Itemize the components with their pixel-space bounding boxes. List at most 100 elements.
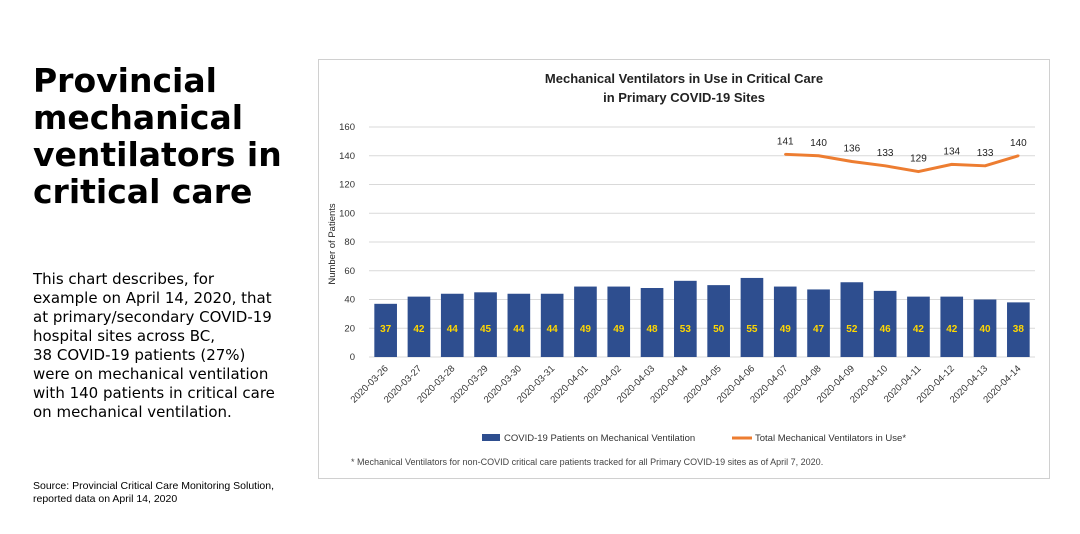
- bar: [707, 285, 730, 357]
- bar-series: [374, 277, 1030, 357]
- bar-data-label: 48: [646, 324, 658, 335]
- description-line: example on April 14, 2020, that: [33, 289, 272, 307]
- description-line: 38 COVID-19 patients (27%): [33, 346, 246, 364]
- y-tick-label: 40: [344, 295, 355, 306]
- line-point: [917, 170, 920, 173]
- bar: [374, 303, 397, 357]
- slide-description: This chart describes, for example on Apr…: [33, 270, 303, 422]
- bar-data-label: 44: [547, 324, 559, 335]
- bar-data-labels: 37 42 44 45 44 44 49 49 48 53 50 55 49 47 52 46 42 42 40 38: [380, 324, 1024, 335]
- y-tick-label: 0: [350, 352, 355, 363]
- chart-title-line-1: Mechanical Ventilators in Use in Critica…: [545, 71, 823, 86]
- bar: [940, 296, 964, 357]
- legend: COVID-19 Patients on Mechanical Ventilat…: [482, 433, 906, 444]
- line-data-label: 140: [1010, 138, 1027, 149]
- bar: [1007, 302, 1030, 357]
- bar-data-label: 49: [613, 324, 625, 335]
- description-line: This chart describes, for: [33, 270, 215, 288]
- bar-data-label: 45: [480, 324, 492, 335]
- y-axis-label: Number of Patients: [327, 203, 338, 285]
- source-line: reported data on April 14, 2020: [33, 493, 178, 505]
- bar: [474, 292, 497, 357]
- line-point: [983, 164, 987, 168]
- description-line: on mechanical ventilation.: [33, 403, 232, 421]
- bar: [973, 299, 997, 357]
- slide-title-line: critical care: [33, 172, 253, 211]
- bar-data-label: 47: [813, 324, 825, 335]
- bar-data-label: 37: [380, 324, 392, 335]
- bar-data-label: 49: [780, 324, 792, 335]
- bar: [840, 282, 864, 357]
- y-tick-labels: 0 20 40 60 80 100 120 140 160: [339, 122, 355, 363]
- y-tick-label: 120: [339, 180, 355, 191]
- x-tick-labels: 2020-03-262020-03-272020-03-282020-03-29…: [349, 363, 1024, 405]
- slide-title: Provincial mechanical ventilators in cri…: [33, 62, 303, 210]
- bar: [407, 296, 431, 357]
- line-data-label: 136: [844, 144, 861, 155]
- bar-data-label: 40: [979, 324, 991, 335]
- bar-data-label: 53: [680, 324, 692, 335]
- bar: [574, 286, 597, 357]
- slide-title-line: mechanical: [33, 98, 244, 137]
- chart-title-line-2: in Primary COVID-19 Sites: [603, 90, 765, 105]
- line-data-label: 134: [943, 146, 960, 157]
- bar: [907, 296, 930, 357]
- description-line: at primary/secondary COVID-19: [33, 308, 272, 326]
- legend-label-line: Total Mechanical Ventilators in Use*: [755, 433, 906, 444]
- line-point: [784, 153, 787, 156]
- slide-title-line: ventilators in: [33, 135, 282, 174]
- y-tick-label: 80: [344, 237, 355, 248]
- y-tick-label: 100: [339, 208, 355, 219]
- line-series: [784, 152, 1020, 174]
- source-line: Source: Provincial Critical Care Monitor…: [33, 480, 275, 492]
- line-point: [850, 160, 854, 163]
- bar-data-label: 49: [580, 324, 592, 335]
- gridlines: [369, 126, 1035, 358]
- line-data-labels: 141 140 136 133 129 134 133 140: [777, 136, 1027, 164]
- source-note: Source: Provincial Critical Care Monitor…: [33, 480, 293, 506]
- bar: [507, 293, 531, 357]
- line-data-label: 129: [910, 154, 927, 165]
- description-line: hospital sites across BC,: [33, 327, 215, 345]
- bar-data-label: 46: [880, 324, 892, 335]
- bar: [640, 288, 664, 357]
- line-data-label: 133: [977, 148, 994, 159]
- line-path: [785, 152, 1019, 174]
- line-point: [883, 164, 887, 168]
- description-line: were on mechanical ventilation: [33, 365, 269, 383]
- line-point: [817, 154, 820, 157]
- bar: [807, 289, 830, 357]
- bar-data-label: 55: [746, 324, 758, 335]
- y-tick-label: 140: [339, 151, 355, 162]
- y-tick-label: 60: [344, 266, 355, 277]
- bar-data-label: 42: [413, 324, 425, 335]
- bar: [873, 290, 897, 357]
- bar-data-label: 44: [513, 324, 525, 335]
- bar: [607, 286, 631, 357]
- line-data-label: 133: [877, 148, 894, 159]
- bar: [740, 277, 764, 357]
- y-tick-label: 20: [344, 323, 355, 334]
- bar-data-label: 42: [946, 324, 958, 335]
- bar-data-label: 50: [713, 324, 725, 335]
- line-data-label: 140: [810, 138, 827, 149]
- ventilator-chart: Mechanical Ventilators in Use in Critica…: [327, 71, 1035, 467]
- line-point: [1017, 154, 1020, 157]
- bar-data-label: 38: [1013, 324, 1025, 335]
- bar: [440, 293, 464, 357]
- bar: [540, 293, 564, 357]
- line-point: [950, 163, 953, 166]
- bar: [773, 286, 797, 357]
- line-data-label: 141: [777, 136, 794, 147]
- bar-data-label: 44: [447, 324, 459, 335]
- slide-title-line: Provincial: [33, 61, 217, 100]
- legend-swatch-bar: [482, 434, 500, 441]
- description-line: with 140 patients in critical care: [33, 384, 275, 402]
- y-tick-label: 160: [339, 122, 355, 133]
- bar-data-label: 52: [846, 324, 858, 335]
- chart-footnote: * Mechanical Ventilators for non-COVID c…: [351, 457, 823, 467]
- chart-panel: Mechanical Ventilators in Use in Critica…: [318, 59, 1050, 479]
- legend-label-bar: COVID-19 Patients on Mechanical Ventilat…: [504, 433, 695, 444]
- bar: [674, 280, 697, 357]
- bar-data-label: 42: [913, 324, 925, 335]
